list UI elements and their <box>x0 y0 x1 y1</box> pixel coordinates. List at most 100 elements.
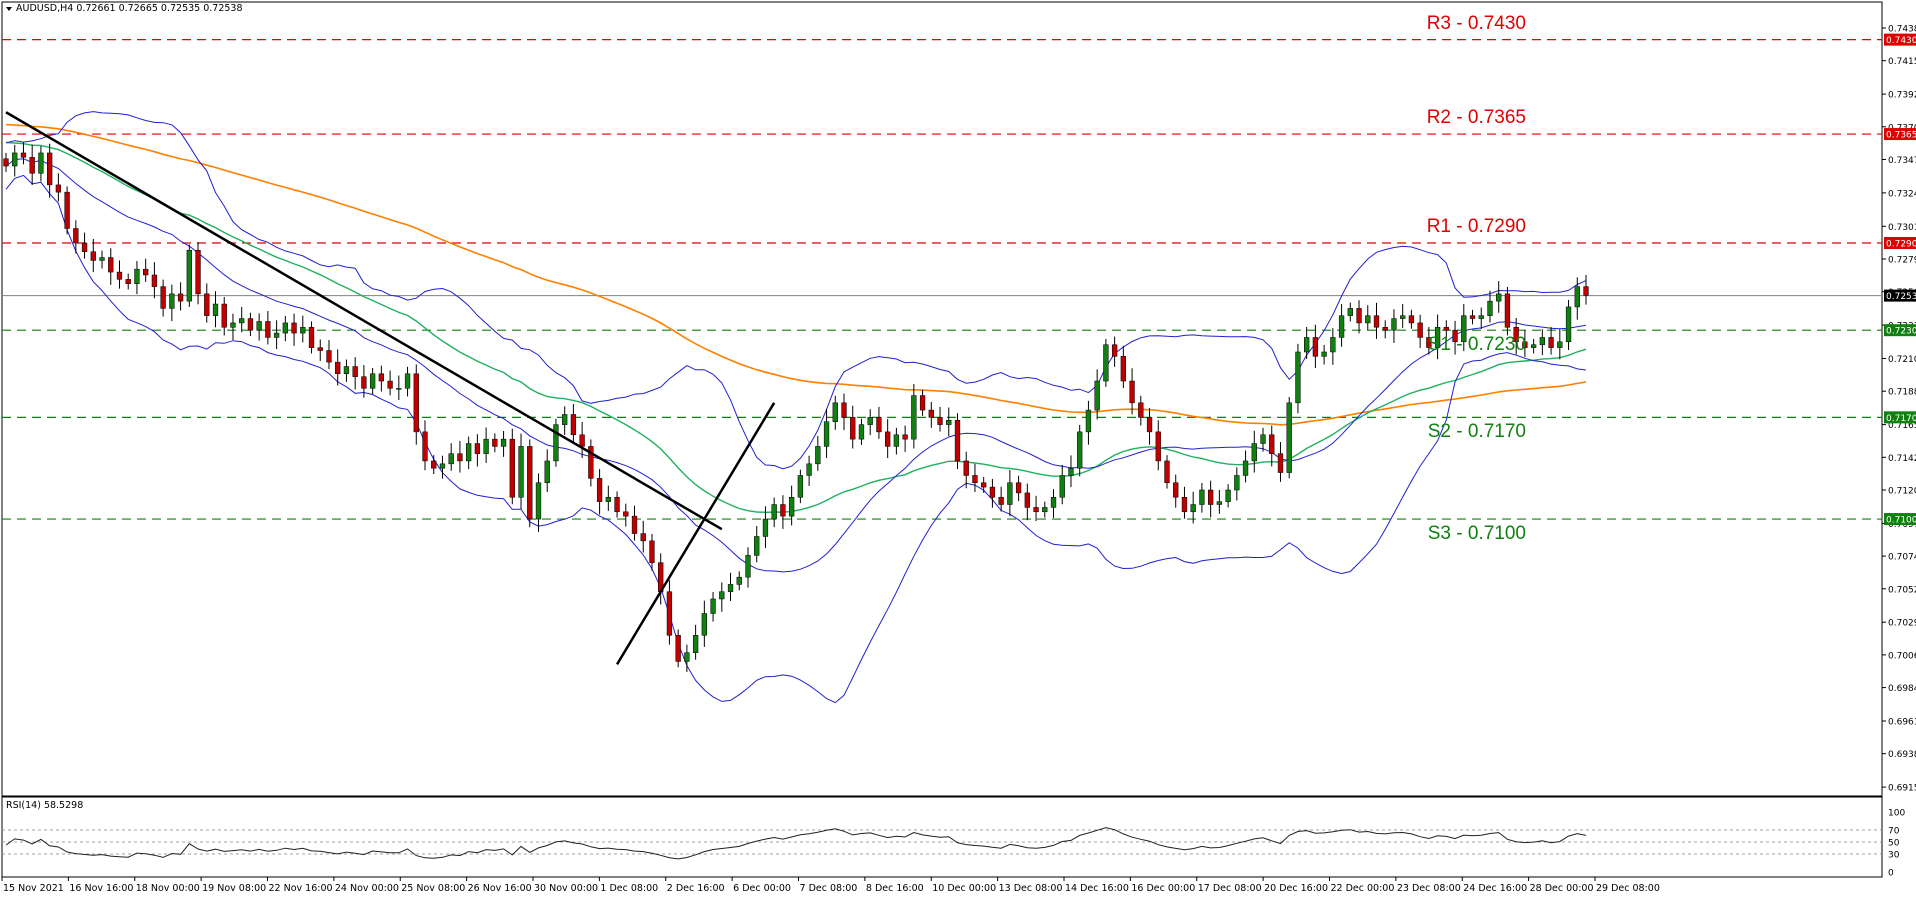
candle-body <box>972 475 978 483</box>
ema50-path <box>5 141 1587 514</box>
candle-body <box>29 157 35 174</box>
candle-body <box>1033 507 1039 513</box>
price-tick-label: 0.72105 <box>1888 355 1916 365</box>
price-tick-label: 0.73015 <box>1888 223 1916 233</box>
candle-body <box>570 414 577 436</box>
candle-body <box>562 414 568 425</box>
time-tick-label: 15 Nov 2021 <box>3 883 64 894</box>
time-tick-label: 1 Dec 08:00 <box>600 883 658 894</box>
candle-body <box>640 533 646 542</box>
candle-body <box>212 303 219 316</box>
price-tick-label: 0.72790 <box>1888 255 1916 265</box>
candle-body <box>1530 344 1537 348</box>
candle-body <box>1111 344 1118 357</box>
candle-body <box>422 431 428 462</box>
rsi-indicator: 100 70 50 30 0 <box>2 809 1905 879</box>
candle-body <box>186 250 192 302</box>
price-tick-label: 0.69610 <box>1888 717 1916 727</box>
candle-body <box>99 257 105 261</box>
candle-body <box>1225 489 1231 502</box>
candle-body <box>858 424 865 440</box>
candle-body <box>116 271 123 280</box>
rsi-tick-label: 100 <box>1888 809 1905 819</box>
time-tick-label: 17 Dec 08:00 <box>1198 883 1262 894</box>
candle-body <box>1129 380 1135 404</box>
bollinger-lower <box>5 174 1587 704</box>
candle-body <box>1286 402 1292 473</box>
candle-body <box>64 191 70 229</box>
candle-body <box>1356 308 1362 324</box>
candle-body <box>160 286 166 309</box>
level-tag-bg-r1 <box>1884 237 1916 250</box>
candle-body <box>1181 497 1188 513</box>
candle-body <box>387 380 393 389</box>
candle-body <box>1443 327 1449 331</box>
candle-body <box>736 576 742 585</box>
collapse-triangle-icon[interactable] <box>6 7 12 11</box>
candle-body <box>500 438 507 447</box>
candle-body <box>1574 286 1580 308</box>
candle-body <box>876 417 882 433</box>
price-tick-label: 0.71650 <box>1888 421 1916 431</box>
price-tick-label: 0.69840 <box>1888 684 1916 694</box>
rsi-tick-label: 70 <box>1888 827 1900 837</box>
candle-body <box>1173 482 1179 498</box>
current-price-tag: 0.72538 <box>1886 292 1916 302</box>
candle-body <box>308 327 315 348</box>
candle-body <box>1103 344 1109 382</box>
candle-body <box>1277 453 1284 473</box>
price-tick-label: 0.73245 <box>1888 189 1916 199</box>
candle-body <box>527 446 533 520</box>
time-tick-label: 26 Nov 16:00 <box>468 883 532 894</box>
candle-body <box>989 486 996 498</box>
candle-body <box>1199 489 1205 505</box>
level-tag-bg-r3 <box>1884 33 1916 46</box>
candle-body <box>1024 492 1030 508</box>
candle-body <box>937 417 943 425</box>
candle-body <box>273 332 280 338</box>
ema50-line <box>5 141 1587 514</box>
price-tick-label: 0.69155 <box>1888 784 1916 794</box>
candle-body <box>1452 329 1458 343</box>
time-axis-ticks: 15 Nov 2021 16 Nov 16:00 18 Nov 00:00 19 No… <box>1 877 1660 894</box>
price-tick-label: 0.70520 <box>1888 585 1916 595</box>
time-tick-label: 28 Dec 00:00 <box>1530 883 1594 894</box>
candle-body <box>125 279 131 284</box>
candle-body <box>1391 318 1397 331</box>
ema200-path <box>5 123 1587 426</box>
candle-body <box>902 434 908 440</box>
candle-body <box>1146 417 1153 433</box>
current-price-tag-bg <box>1884 289 1916 302</box>
price-tick-label: 0.69385 <box>1888 750 1916 760</box>
bollinger-bands <box>5 111 1587 704</box>
candle-body <box>431 460 437 469</box>
candle-body <box>256 321 262 331</box>
candle-body <box>1260 434 1266 444</box>
candle-body <box>326 350 332 363</box>
trendlines[interactable] <box>5 111 776 665</box>
candlestick-series[interactable] <box>3 142 1589 672</box>
candle-body <box>963 460 969 476</box>
candle-body <box>649 540 655 563</box>
candle-body <box>579 434 585 447</box>
level-tag-bg-s2 <box>1884 411 1916 424</box>
candle-body <box>867 417 873 425</box>
candle-body <box>1539 337 1546 345</box>
candle-body <box>134 268 140 284</box>
candle-body <box>893 434 900 447</box>
candle-body <box>684 652 690 662</box>
level-label-s1: S1 - 0.7230 <box>1427 334 1526 356</box>
candle-body <box>439 463 446 469</box>
candle-body <box>448 453 454 465</box>
candle-body <box>282 322 288 334</box>
candle-body <box>1417 322 1423 338</box>
candle-body <box>177 293 184 302</box>
candle-body <box>1251 443 1257 462</box>
candle-body <box>1269 434 1275 454</box>
candle-body <box>1085 409 1092 433</box>
